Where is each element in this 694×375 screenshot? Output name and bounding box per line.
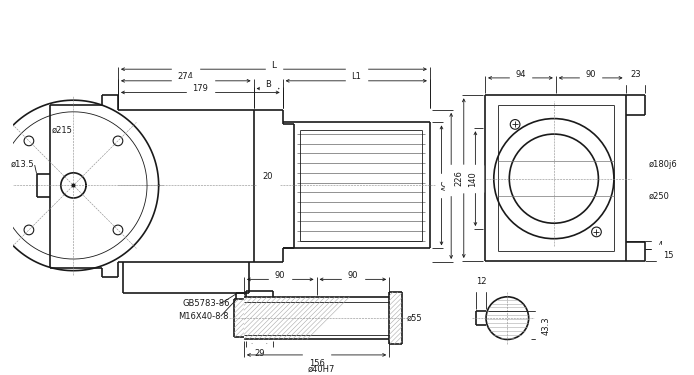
Text: 140: 140 xyxy=(468,171,477,186)
Text: ø55: ø55 xyxy=(407,314,422,322)
Text: ø180j6: ø180j6 xyxy=(649,160,677,169)
Text: GB5783-86: GB5783-86 xyxy=(183,299,230,308)
Text: G: G xyxy=(450,183,459,189)
Text: ø250: ø250 xyxy=(649,192,670,201)
Text: 179: 179 xyxy=(192,84,208,93)
Text: 156: 156 xyxy=(309,359,325,368)
Text: 43.3: 43.3 xyxy=(541,316,550,335)
Text: 20: 20 xyxy=(263,172,273,181)
Text: L1: L1 xyxy=(351,72,361,81)
Text: 12: 12 xyxy=(476,277,486,286)
Text: 15: 15 xyxy=(663,251,673,260)
Text: 226: 226 xyxy=(455,170,464,186)
Text: 90: 90 xyxy=(275,271,285,280)
Text: M16X40-8.8: M16X40-8.8 xyxy=(178,312,228,321)
Text: ø215: ø215 xyxy=(51,126,72,135)
Text: 274: 274 xyxy=(178,72,194,81)
Text: 23: 23 xyxy=(630,69,641,78)
Text: L: L xyxy=(271,61,276,70)
Text: 90: 90 xyxy=(348,271,358,280)
Text: ø13.5: ø13.5 xyxy=(11,160,35,169)
Text: 94: 94 xyxy=(515,69,525,78)
Text: 4: 4 xyxy=(658,241,663,250)
Text: AC: AC xyxy=(442,180,451,191)
Text: 90: 90 xyxy=(586,69,596,78)
Text: 29: 29 xyxy=(254,349,264,358)
Text: ø40H7: ø40H7 xyxy=(307,364,335,374)
Text: B: B xyxy=(265,80,271,89)
